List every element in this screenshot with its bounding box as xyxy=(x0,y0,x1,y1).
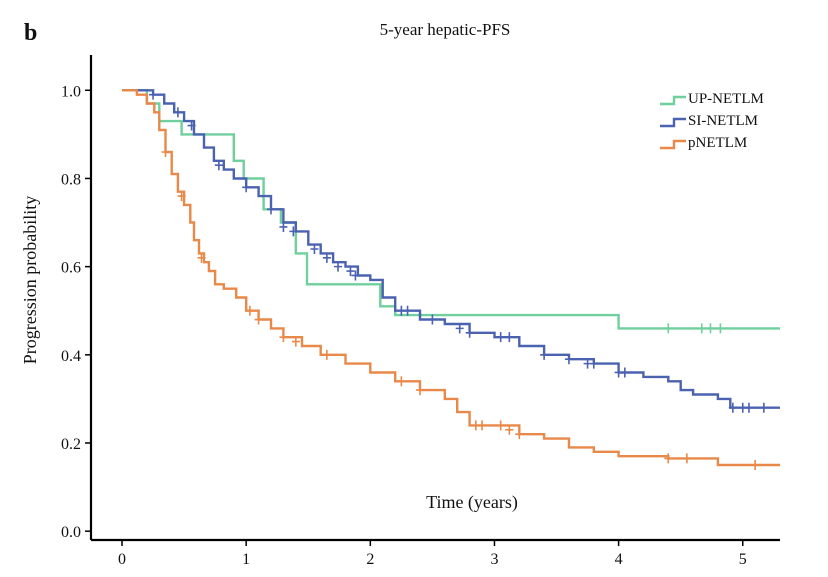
censor-mark-si-netlm xyxy=(310,244,319,254)
censor-mark-up-netlm xyxy=(706,323,715,334)
panel-label: b xyxy=(24,20,37,46)
censor-mark-up-netlm xyxy=(716,323,725,334)
series-line-up-netlm xyxy=(122,89,780,330)
censor-mark-pnetlm xyxy=(682,453,691,464)
x-tick-label: 1 xyxy=(242,551,250,568)
censor-mark-si-netlm xyxy=(403,305,412,316)
censor-mark-si-netlm xyxy=(728,402,737,413)
censor-mark-pnetlm xyxy=(291,336,300,347)
censor-mark-pnetlm xyxy=(478,420,487,431)
legend-swatch-si-netlm xyxy=(660,117,686,128)
censor-mark-pnetlm xyxy=(279,332,288,343)
chart-title: 5-year hepatic-PFS xyxy=(380,20,511,39)
censor-mark-si-netlm xyxy=(346,266,355,277)
censor-mark-si-netlm xyxy=(759,402,768,413)
censor-mark-si-netlm xyxy=(242,182,251,193)
censor-mark-up-netlm xyxy=(664,323,673,334)
censor-mark-si-netlm xyxy=(214,160,223,171)
censor-mark-si-netlm xyxy=(744,402,753,413)
x-tick-label: 3 xyxy=(490,551,498,568)
censor-mark-si-netlm xyxy=(149,89,158,100)
x-tick-label: 4 xyxy=(615,551,623,568)
censor-mark-pnetlm xyxy=(751,460,760,471)
censor-mark-pnetlm xyxy=(161,147,170,157)
y-tick-label: 1.0 xyxy=(61,83,81,100)
y-tick-label: 0.2 xyxy=(61,436,81,453)
censor-mark-pnetlm xyxy=(505,424,514,435)
y-tick-label: 0.4 xyxy=(61,348,81,365)
y-axis-label: Progression probability xyxy=(20,196,40,365)
y-tick-label: 0.0 xyxy=(61,524,81,541)
x-tick-label: 5 xyxy=(739,551,747,568)
censor-mark-si-netlm xyxy=(322,252,331,263)
censor-mark-si-netlm xyxy=(428,314,437,325)
censor-mark-si-netlm xyxy=(496,332,505,343)
y-tick-label: 0.6 xyxy=(61,260,81,277)
series-layer xyxy=(122,89,780,471)
x-axis-label: Time (years) xyxy=(426,492,518,513)
censor-mark-up-netlm xyxy=(697,323,706,334)
censor-mark-si-netlm xyxy=(351,270,360,281)
censor-mark-si-netlm xyxy=(267,204,276,215)
censor-mark-pnetlm xyxy=(245,305,254,316)
censor-mark-si-netlm xyxy=(505,332,514,343)
legend: UP-NETLM SI-NETLM pNETLM xyxy=(660,91,764,151)
censor-mark-pnetlm xyxy=(322,349,331,360)
censor-mark-pnetlm xyxy=(177,191,186,202)
legend-swatch-up-netlm xyxy=(660,95,686,106)
censor-mark-pnetlm xyxy=(397,376,406,387)
censor-mark-si-netlm xyxy=(465,327,474,338)
censor-mark-si-netlm xyxy=(334,261,343,272)
censor-mark-si-netlm xyxy=(289,226,298,237)
axes: 0.0 0.2 0.4 0.6 0.8 1.0 0 1 2 3 4 5 xyxy=(61,55,780,568)
x-tick-label: 0 xyxy=(118,551,126,568)
censor-mark-pnetlm xyxy=(496,420,505,431)
legend-swatch-pnetlm xyxy=(660,139,686,150)
censor-mark-si-netlm xyxy=(279,221,288,232)
censor-mark-si-netlm xyxy=(173,107,182,118)
legend-label-up-netlm: UP-NETLM xyxy=(688,91,764,107)
x-tick-label: 2 xyxy=(366,551,374,568)
legend-label-si-netlm: SI-NETLM xyxy=(688,113,758,129)
censor-mark-si-netlm xyxy=(540,349,549,360)
censor-mark-pnetlm xyxy=(254,314,263,325)
censor-mark-pnetlm xyxy=(197,252,206,263)
censor-mark-pnetlm xyxy=(664,453,673,464)
censor-mark-pnetlm xyxy=(515,429,524,440)
legend-label-pnetlm: pNETLM xyxy=(688,135,747,151)
y-tick-label: 0.8 xyxy=(61,171,81,188)
censor-mark-si-netlm xyxy=(564,354,573,365)
series-line-si-netlm xyxy=(122,89,780,409)
censor-mark-si-netlm xyxy=(455,323,464,334)
censor-mark-si-netlm xyxy=(187,120,196,131)
series-line-pnetlm xyxy=(122,89,780,467)
censor-mark-si-netlm xyxy=(589,358,598,369)
censor-mark-pnetlm xyxy=(415,385,424,396)
censor-mark-si-netlm xyxy=(620,367,629,378)
